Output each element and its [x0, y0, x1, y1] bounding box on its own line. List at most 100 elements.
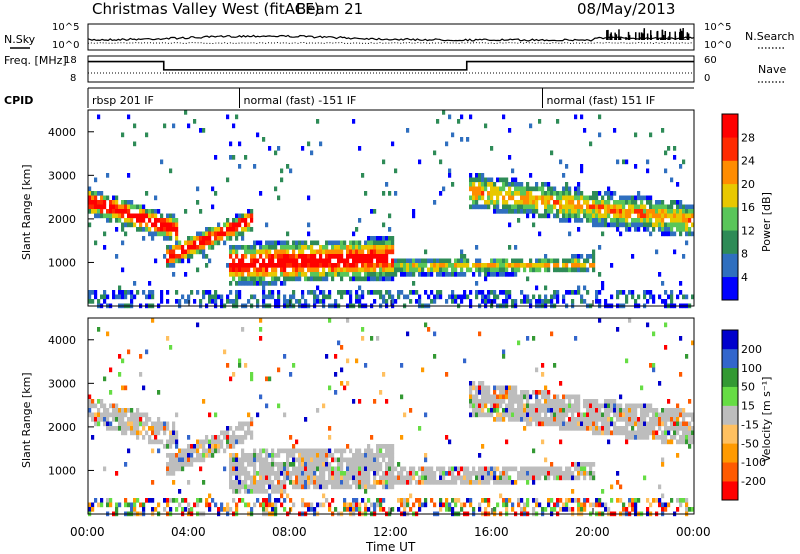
- power-cell: [190, 245, 194, 250]
- velocity-cell: [88, 502, 92, 508]
- velocity-cell: [625, 403, 629, 409]
- power-cell: [334, 245, 338, 250]
- power-cell: [130, 290, 134, 295]
- power-cell: [532, 200, 536, 205]
- velocity-cell: [253, 457, 257, 463]
- power-cell: [364, 191, 368, 196]
- velocity-cell: [511, 412, 515, 418]
- power-cell: [532, 186, 536, 192]
- velocity-cell: [319, 502, 323, 508]
- velocity-cell: [355, 480, 359, 485]
- velocity-cell: [532, 507, 536, 512]
- velocity-cell: [583, 421, 587, 427]
- velocity-cell: [226, 502, 230, 508]
- velocity-cell: [241, 453, 245, 458]
- power-cell: [622, 290, 626, 295]
- velocity-cell: [262, 484, 266, 490]
- velocity-cell: [547, 498, 551, 503]
- power-cell: [541, 299, 545, 304]
- power-cell: [247, 276, 251, 282]
- power-cell: [313, 249, 317, 255]
- power-cell: [472, 263, 476, 268]
- power-cell: [355, 240, 359, 246]
- power-cell: [382, 263, 386, 268]
- velocity-cell: [535, 466, 539, 472]
- power-cell: [502, 272, 506, 277]
- power-cell: [229, 281, 233, 286]
- power-cell: [565, 186, 569, 192]
- power-cell: [208, 299, 212, 304]
- velocity-cell: [346, 358, 350, 364]
- power-cell: [157, 218, 161, 223]
- velocity-cell: [253, 489, 257, 494]
- velocity-cell: [433, 354, 437, 359]
- power-cell: [508, 186, 512, 192]
- velocity-cell: [229, 466, 233, 472]
- velocity-cell: [346, 381, 350, 386]
- power-cell: [319, 258, 323, 264]
- power-cell: [88, 191, 92, 196]
- power-cell: [274, 267, 278, 273]
- velocity-cell: [523, 394, 527, 400]
- power-cell: [229, 254, 233, 259]
- velocity-cell: [283, 475, 287, 481]
- power-cell: [154, 213, 158, 219]
- velocity-cell: [124, 385, 128, 391]
- velocity-cell: [577, 462, 581, 467]
- velocity-cell: [283, 489, 287, 494]
- power-cell: [256, 276, 260, 282]
- velocity-cell: [685, 439, 689, 445]
- power-cell: [427, 258, 431, 264]
- power-cell: [385, 263, 389, 268]
- velocity-cell: [562, 426, 566, 431]
- velocity-cell: [523, 403, 527, 409]
- velocity-cell: [445, 507, 449, 512]
- velocity-cell: [688, 426, 692, 431]
- power-cell: [589, 209, 593, 214]
- velocity-cell: [670, 439, 674, 445]
- velocity-cell: [682, 435, 686, 440]
- velocity-cell: [319, 462, 323, 467]
- velocity-cell: [124, 408, 128, 413]
- velocity-cell: [361, 336, 365, 341]
- velocity-cell: [688, 444, 692, 449]
- time-tick-label: 16:00: [474, 525, 509, 539]
- power-cell: [508, 182, 512, 187]
- power-cell: [691, 204, 695, 210]
- velocity-cell: [577, 475, 581, 481]
- power-cell: [280, 240, 284, 246]
- velocity-cell: [262, 507, 266, 512]
- velocity-cell: [460, 502, 464, 508]
- velocity-cell: [316, 462, 320, 467]
- power-cell: [487, 263, 491, 268]
- velocity-cell: [472, 480, 476, 485]
- velocity-cell: [658, 498, 662, 503]
- velocity-cell: [277, 403, 281, 409]
- power-cell: [664, 290, 668, 295]
- power-cell: [331, 249, 335, 255]
- power-cell: [469, 173, 473, 178]
- power-cell: [193, 299, 197, 304]
- power-cell: [520, 191, 524, 196]
- velocity-cell: [583, 417, 587, 422]
- velocity-cell: [580, 466, 584, 472]
- velocity-cell: [157, 502, 161, 508]
- power-cell: [556, 119, 560, 124]
- power-cell: [337, 267, 341, 273]
- power-cell: [604, 299, 608, 304]
- power-cell: [229, 155, 233, 160]
- power-cell: [556, 258, 560, 264]
- velocity-cell: [187, 448, 191, 454]
- velocity-cell: [307, 462, 311, 467]
- velocity-cell: [481, 390, 485, 395]
- velocity-cell: [259, 448, 263, 454]
- power-cell: [580, 195, 584, 201]
- velocity-cell: [610, 421, 614, 427]
- power-cell: [505, 191, 509, 196]
- velocity-cell: [499, 390, 503, 395]
- power-cell: [634, 132, 638, 138]
- velocity-cell: [232, 489, 236, 494]
- power-cell: [172, 249, 176, 255]
- power-cell: [487, 290, 491, 295]
- velocity-cell: [631, 435, 635, 440]
